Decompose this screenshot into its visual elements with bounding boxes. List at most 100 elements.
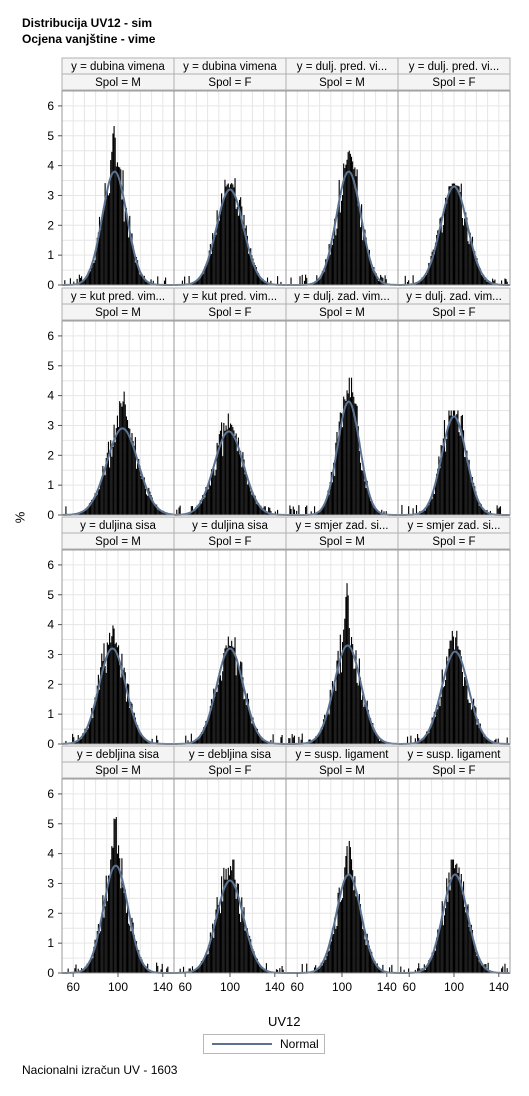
histogram-bar [324,505,326,515]
histogram-bar [252,948,254,973]
histogram-bar [262,740,264,744]
histogram-bar [238,670,241,744]
histogram-bar [371,500,373,515]
histogram-bar [291,734,293,744]
histogram-bar [242,916,244,973]
histogram-bar [452,636,454,744]
histogram-bar [149,283,151,285]
strip-trait-label: y = duljina sisa [192,520,268,532]
histogram-bar [371,951,373,973]
histogram-bar [120,677,122,744]
histogram-bar [252,491,254,515]
histogram-bar [368,945,370,973]
histogram-bar [94,939,96,973]
histogram-bar [361,204,363,285]
histogram-bar [440,445,442,515]
histogram-bar [249,711,251,744]
histogram-bar [384,275,386,285]
histogram-bar [406,736,409,744]
histogram-bar [310,511,312,515]
histogram-bar [82,512,84,515]
histogram-bar [219,430,222,515]
histogram-bar [474,251,476,285]
histogram-bar [355,176,357,285]
histogram-bar [373,267,375,285]
histogram-bar [461,894,463,973]
histogram-bar [362,694,364,744]
strip-trait-label: y = smjer zad. si... [296,520,389,532]
histogram-bar [422,738,424,744]
histogram-bar [343,163,345,285]
histogram-bar [203,273,205,285]
histogram-bar [124,404,126,515]
histogram-bar [157,965,159,973]
histogram-bar [100,229,102,285]
histogram-bar [487,962,489,973]
histogram-bar [333,238,335,285]
histogram-bar [385,279,387,285]
histogram-bar [244,228,246,285]
histogram-bar [120,888,122,973]
histogram-bar [471,236,474,285]
histogram-bar [86,963,88,973]
histogram-bar [103,643,105,744]
plot-frame [397,90,511,286]
histogram-bar [146,494,148,515]
histogram-bar [427,504,429,515]
histogram-bar [96,494,98,515]
histogram-bar [233,430,235,515]
histogram-bar [437,230,439,285]
strip-sex [397,303,511,321]
histogram-bar [420,740,422,744]
histogram-bar [148,487,150,515]
histogram-bar [474,705,476,744]
histogram-bar [478,266,480,285]
histogram-bar [318,968,320,973]
histogram-bar [252,258,254,285]
histogram-bar [441,901,443,973]
histogram-bar [457,410,459,515]
strip-sex-label: Spol = F [208,77,251,89]
histogram-bar [184,276,186,285]
y-tick-label: 3 [47,418,54,432]
panel-1-1: y = kut pred. vim... Spol = F [173,287,287,516]
histogram-bar [200,503,202,515]
histogram-bar [339,212,341,285]
histogram-bar [346,390,348,515]
histogram-bar [289,738,291,744]
histogram-bar [480,965,482,973]
strip-trait-label: y = dulj. zad. vim... [294,291,390,303]
histogram-bar [100,667,102,744]
histogram-bar [320,509,322,515]
histogram-bar [118,645,120,744]
histogram-bar [339,412,341,515]
histogram-bar [305,274,307,285]
histogram-bar [315,736,317,744]
histogram-bar [103,917,105,973]
histogram-bar [456,185,458,285]
histogram-bar [404,275,406,285]
histogram-bar [116,415,118,515]
histogram-bar [342,641,344,744]
histogram-bar [298,736,300,744]
histogram-bar [417,968,419,973]
histogram-bar [270,280,272,285]
histogram-bar [111,636,113,744]
y-tick-label: 6 [47,787,54,801]
histogram-bar [337,892,339,973]
histogram-bar [312,739,314,744]
y-tick-label: 3 [47,876,54,890]
histogram-bar [152,502,154,515]
histogram-bar [97,232,99,285]
histogram-bar [421,277,423,285]
histogram-bar [456,630,458,744]
x-tick-label: 140 [489,980,509,994]
histogram-bar [254,956,256,973]
histogram-bar [202,495,204,515]
histogram-bar [131,233,133,285]
histogram-bar [208,715,210,744]
histogram-bar [487,281,489,285]
histogram-bar [200,732,202,744]
histogram-bar [214,475,216,515]
histogram-bar [150,495,152,515]
